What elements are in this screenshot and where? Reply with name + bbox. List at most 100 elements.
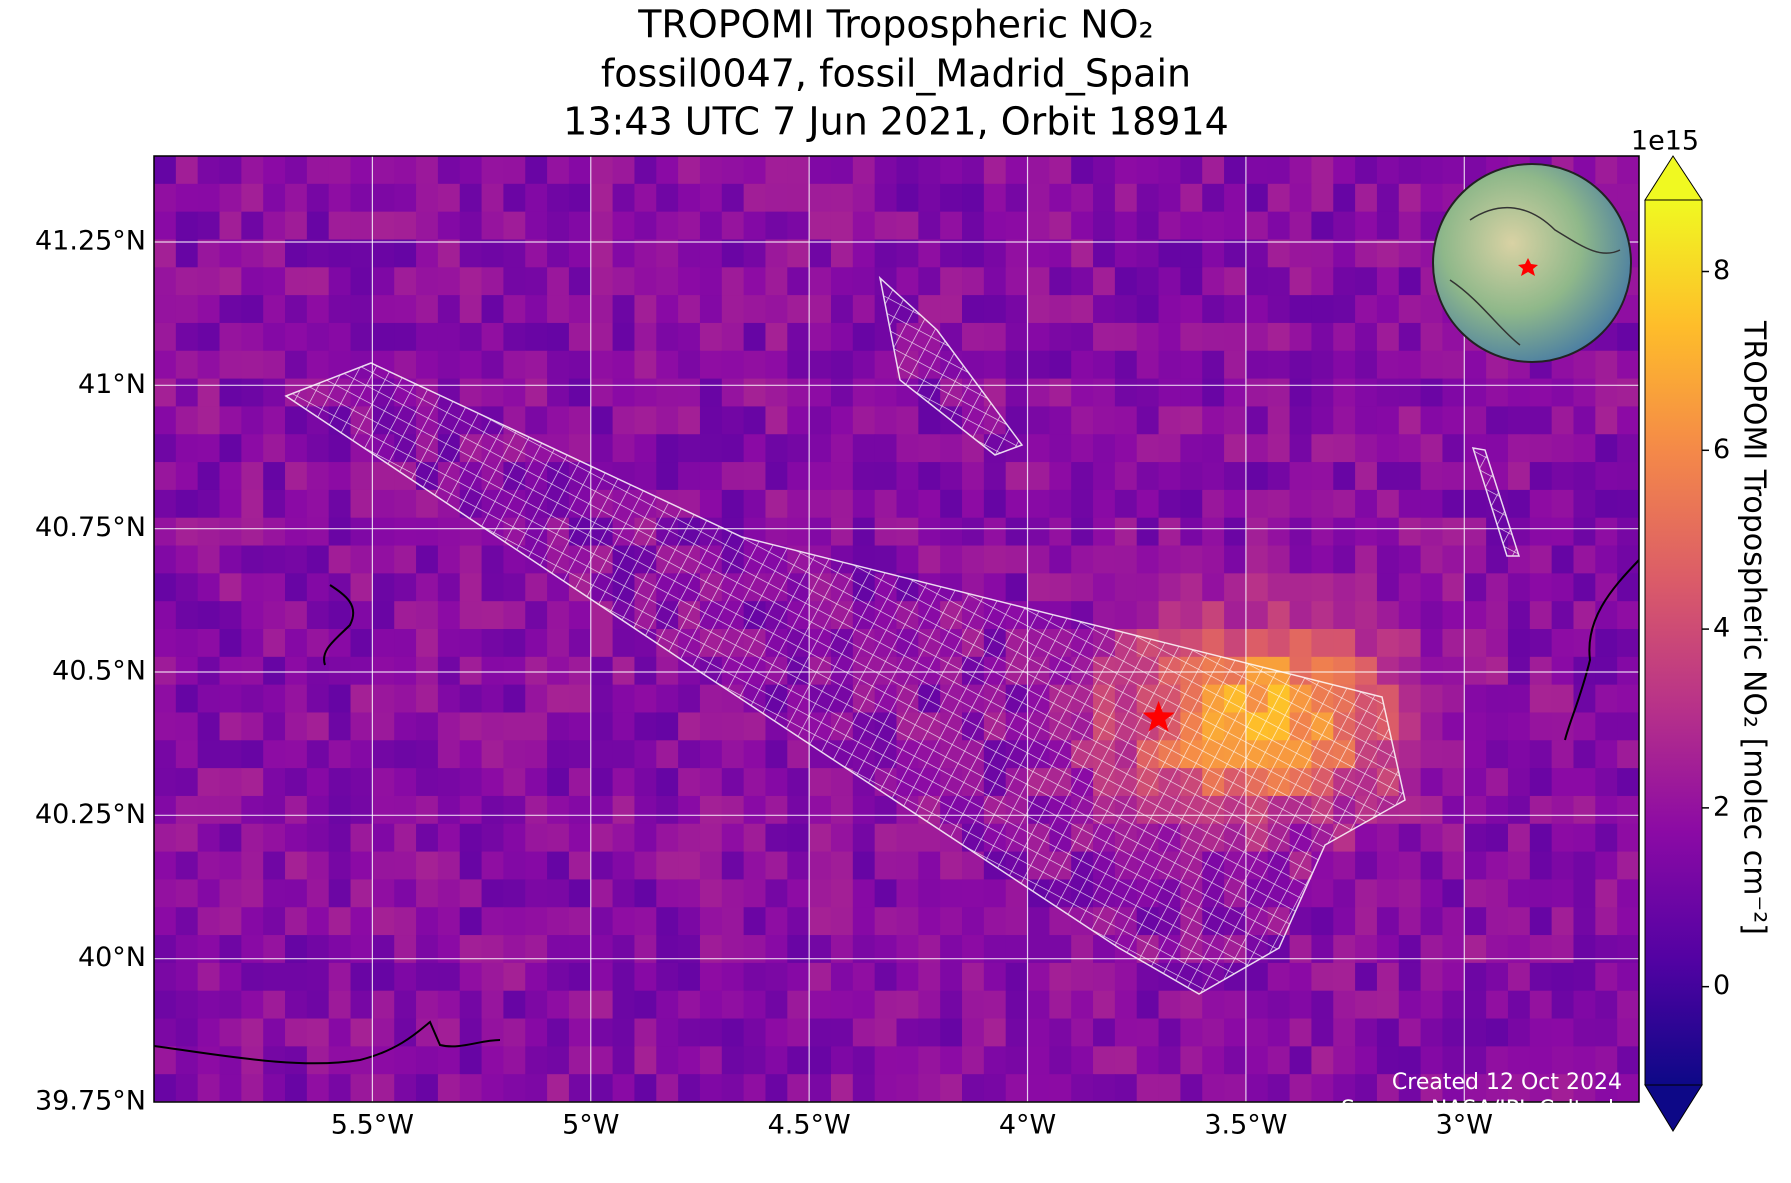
pixel	[874, 795, 898, 825]
pixel	[1049, 183, 1072, 213]
pixel	[699, 211, 723, 241]
pixel	[525, 322, 548, 352]
pixel	[765, 462, 788, 491]
pixel	[830, 768, 854, 797]
pixel	[1617, 517, 1639, 547]
pixel	[765, 1074, 788, 1102]
pixel	[547, 183, 570, 213]
pixel	[699, 1018, 723, 1047]
pixel	[197, 211, 221, 241]
pixel	[1311, 962, 1334, 992]
pixel	[328, 684, 352, 714]
pixel	[241, 907, 264, 936]
pixel	[241, 879, 264, 908]
pixel	[241, 823, 264, 853]
pixel	[678, 295, 701, 324]
pixel	[634, 935, 657, 964]
pixel	[306, 1046, 330, 1075]
pixel	[1507, 601, 1531, 630]
pixel	[1464, 823, 1487, 853]
pixel	[830, 489, 854, 519]
pixel	[874, 406, 898, 435]
pixel	[1595, 712, 1618, 741]
pixel	[874, 851, 898, 881]
pixel	[765, 239, 788, 268]
pixel	[1442, 1046, 1465, 1075]
pixel	[612, 239, 636, 268]
pixel	[1333, 322, 1356, 352]
pixel	[437, 851, 461, 881]
pixel	[1420, 768, 1444, 797]
pixel	[1442, 795, 1465, 825]
pixel	[1311, 879, 1334, 908]
pixel	[830, 267, 854, 296]
pixel	[1180, 489, 1203, 519]
pixel	[219, 239, 242, 268]
pixel	[1486, 684, 1509, 714]
coastline	[154, 1020, 501, 1065]
pixel	[721, 295, 745, 324]
pixel	[175, 434, 199, 463]
globe	[1432, 163, 1632, 363]
pixel	[678, 406, 701, 435]
pixel	[263, 378, 286, 408]
pixel	[525, 656, 548, 686]
pixel	[219, 935, 242, 964]
pixel	[809, 1046, 832, 1075]
pixel	[1595, 406, 1618, 435]
pixel	[503, 239, 526, 268]
pixel	[830, 1018, 854, 1047]
inset-globe	[1432, 163, 1632, 363]
pixel	[241, 489, 264, 519]
pixel	[525, 768, 548, 797]
pixel	[590, 879, 614, 908]
pixel	[1049, 907, 1072, 936]
pixel	[547, 962, 570, 992]
pixel	[1617, 962, 1639, 992]
pixel	[1180, 1074, 1203, 1102]
pixel	[962, 462, 985, 491]
pixel	[525, 990, 548, 1020]
pixel	[437, 712, 461, 741]
pixel	[809, 322, 832, 352]
pixel	[503, 1074, 526, 1102]
pixel	[1442, 629, 1465, 658]
pixel	[1027, 935, 1050, 964]
pixel	[634, 684, 657, 714]
pixel	[765, 935, 788, 964]
pixel	[241, 183, 264, 213]
pixel	[1398, 350, 1422, 380]
pixel	[1376, 156, 1400, 185]
pixel	[481, 712, 505, 741]
pixel	[1595, 962, 1618, 992]
pixel	[1202, 434, 1225, 463]
pixel	[219, 573, 242, 602]
pixel	[263, 462, 286, 491]
pixel	[350, 740, 373, 769]
pixel	[1376, 183, 1400, 213]
pixel	[699, 239, 723, 268]
pixel	[175, 823, 199, 853]
pixel	[1617, 879, 1639, 908]
pixel	[1420, 990, 1444, 1020]
pixel	[568, 1074, 592, 1102]
pixel	[634, 907, 657, 936]
pixel	[1071, 517, 1094, 547]
pixel	[481, 935, 505, 964]
pixel	[787, 1018, 810, 1047]
y-tick-label: 41.25°N	[35, 226, 146, 257]
pixel	[1529, 1046, 1553, 1075]
pixel	[787, 489, 810, 519]
pixel	[350, 545, 373, 574]
pixel	[568, 990, 592, 1020]
pixel	[1071, 267, 1094, 296]
pixel	[1442, 406, 1465, 435]
pixel	[1202, 239, 1225, 268]
pixel	[416, 211, 439, 241]
pixel	[1005, 907, 1029, 936]
pixel	[699, 1046, 723, 1075]
pixel	[721, 712, 745, 741]
pixel	[1114, 267, 1138, 296]
pixel	[1529, 795, 1553, 825]
pixel	[1486, 629, 1509, 658]
